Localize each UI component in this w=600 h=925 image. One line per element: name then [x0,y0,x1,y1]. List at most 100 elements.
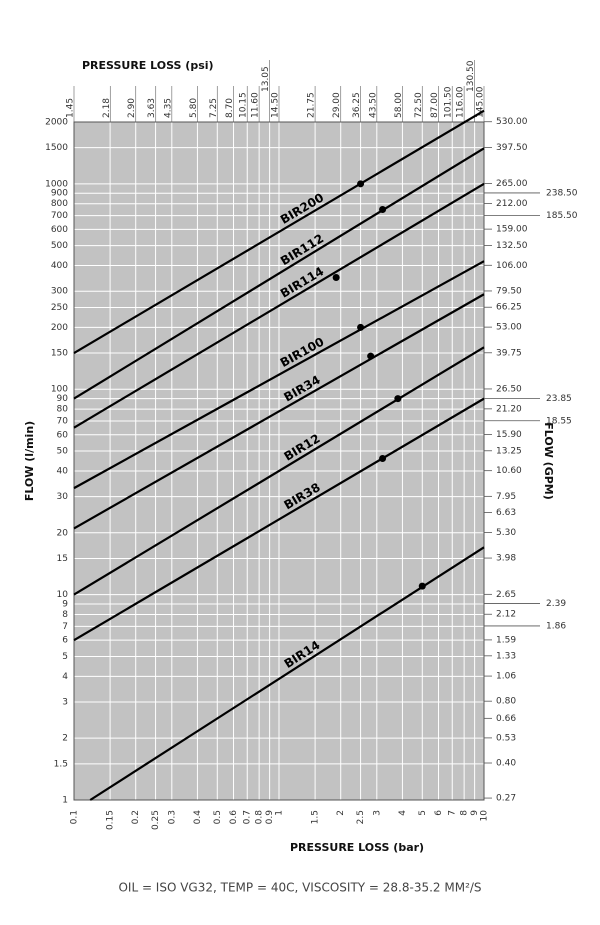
x2-tick-label: 29.00 [332,92,342,118]
y-tick-label: 200 [51,323,68,333]
x-tick-label: 7 [448,810,458,816]
x-tick-label: 0.3 [167,810,177,824]
y-tick-label: 15 [57,554,68,564]
x2-tick-label: 58.00 [394,92,404,118]
y-tick-label: 100 [51,385,68,395]
y2-tick-label: 6.63 [496,508,516,518]
x2-tick-label: 10.15 [239,92,249,118]
y-tick-label: 4 [62,672,68,682]
x2-tick-label: 130.50 [466,60,476,92]
y-axis-label: FLOW (l/min) [23,421,36,501]
y2-tick-label: 0.80 [496,697,516,707]
x-tick-label: 1.5 [311,810,321,824]
series-line [73,260,485,490]
x2-tick-label: 1.45 [66,98,76,118]
y2-tick-label: 106.00 [496,261,528,271]
y2-tick-label: 53.00 [496,323,522,333]
rated-point [379,205,387,213]
rated-point [367,352,375,360]
y2-tick-label: 530.00 [496,117,528,127]
series-line [73,397,485,642]
x2-tick-label: 87.00 [430,92,440,118]
x2-tick-label: 4.35 [163,98,173,118]
y2-tick-label: 0.40 [496,759,516,769]
x-tick-label: 0.25 [151,810,161,830]
y-tick-label: 80 [57,405,69,415]
y-tick-label: 50 [57,447,69,457]
x2-tick-label: 2.90 [127,98,137,118]
y-tick-label: 30 [57,492,69,502]
x-tick-label: 8 [460,810,470,816]
y-tick-label: 1500 [45,143,68,153]
y-tick-label: 10 [57,590,69,600]
x2-tick-label: 8.70 [225,98,235,118]
y2-tick-label: 0.66 [496,714,516,724]
y2-tick-label: 66.25 [496,303,522,313]
series-line [73,109,485,354]
y-tick-label: 900 [51,189,68,199]
x2-tick-label: 2.18 [102,98,112,118]
x-tick-label: 0.6 [229,810,239,825]
y-tick-label: 1000 [45,179,68,189]
x-tick-label: 3 [372,810,382,816]
x2-tick-label: 7.25 [209,98,219,118]
x-tick-label: 5 [418,810,428,816]
x-tick-label: 0.2 [131,810,141,824]
y-tick-label: 1.5 [54,759,68,769]
rated-point [394,395,402,403]
y2-tick-label: 39.75 [496,348,522,358]
y-tick-label: 70 [57,417,69,427]
rated-point [418,582,426,590]
y-tick-label: 500 [51,241,68,251]
x2-tick-label: 36.25 [352,92,362,118]
rated-point [379,454,387,462]
y2-tick-label: 212.00 [496,199,528,209]
y2-tick-label: 238.50 [546,188,578,198]
x2-tick-label: 72.50 [414,92,424,118]
x2-tick-label: 11.60 [251,92,261,118]
y-tick-label: 20 [57,528,69,538]
y-tick-label: 250 [51,303,68,313]
x2-tick-label: 14.50 [271,92,281,118]
x2-tick-label: 116.00 [456,86,466,118]
y2-tick-label: 265.00 [496,179,528,189]
x-tick-label: 0.4 [193,810,203,825]
x-tick-label: 0.9 [265,810,275,825]
x-tick-label: 10 [480,810,490,822]
x-tick-label: 4 [398,810,408,816]
y2-tick-label: 2.65 [496,590,516,600]
y2-tick-label: 7.95 [496,492,516,502]
y-tick-label: 2000 [45,118,68,128]
y2-tick-label: 159.00 [496,225,528,235]
y-tick-label: 700 [51,211,68,221]
series-line [73,346,485,596]
y2-tick-label: 10.60 [496,466,522,476]
y-tick-label: 150 [51,349,68,359]
y2-tick-label: 1.86 [546,621,566,631]
y2-tick-label: 13.25 [496,446,522,456]
x2-tick-label: 21.75 [307,92,317,118]
y2-tick-label: 132.50 [496,241,528,251]
x-tick-label: 2.5 [356,810,366,824]
y2-tick-label: 15.90 [496,430,522,440]
x2-tick-label: 5.80 [189,98,199,118]
y2-tick-label: 2.12 [496,610,516,620]
y-tick-label: 800 [51,199,68,209]
x2-tick-label: 145.00 [476,86,486,118]
x-tick-label: 0.5 [213,810,223,824]
y-tick-label: 60 [57,430,69,440]
x-tick-label: 9 [470,810,480,816]
rated-point [332,273,340,281]
y2-tick-label: 23.85 [546,394,572,404]
y2-tick-label: 21.20 [496,404,522,414]
series-line [89,546,485,801]
x2-tick-label: 43.50 [368,92,378,118]
y-tick-label: 6 [62,636,68,646]
series-line [73,182,485,429]
y2-tick-label: 2.39 [546,599,566,609]
plot-border [73,121,485,801]
y-tick-label: 2 [62,734,68,744]
x-tick-label: 6 [434,810,444,816]
y-tick-label: 300 [51,287,68,297]
